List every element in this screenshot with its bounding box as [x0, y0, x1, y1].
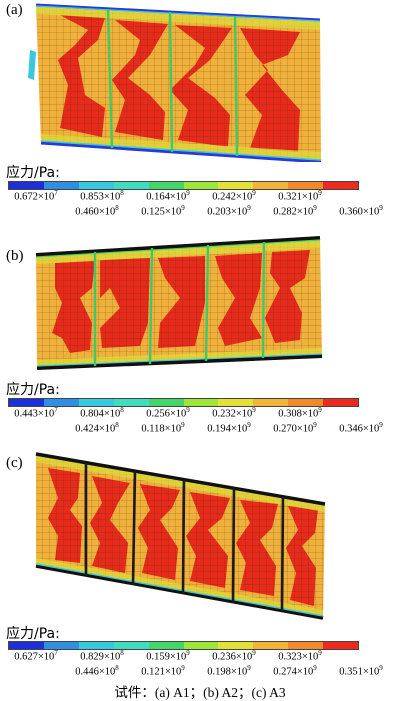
panel-a-label: (a): [6, 2, 23, 18]
colorbar-swatch: [253, 182, 289, 189]
colorbar-swatch: [288, 642, 324, 649]
colorbar-swatch: [323, 182, 359, 189]
colorbar-swatch: [288, 182, 324, 189]
colorbar-tick-label: 0.627×107: [14, 649, 58, 663]
ribs-c: [84, 463, 285, 612]
colorbar-tick-label: 0.460×108: [75, 204, 119, 218]
colorbar-swatch: [323, 642, 359, 649]
top-flange-c: [35, 452, 326, 506]
colorbar-tick-label: 0.360×109: [339, 204, 383, 218]
colorbar-swatch: [9, 642, 44, 649]
colorbar-tick-label: 0.282×109: [273, 204, 317, 218]
colorbar-swatch: [148, 182, 184, 189]
colorbar-tick-label: 0.446×108: [75, 664, 119, 678]
colorbar-title-c: 应力/Pa:: [6, 626, 60, 642]
colorbar-tick-label: 0.308×109: [278, 406, 322, 420]
colorbar-tick-label: 0.236×109: [212, 649, 256, 663]
panel-b-label: (b): [6, 248, 24, 264]
colorbar-swatch: [148, 642, 184, 649]
colorbar-tick-label: 0.274×109: [273, 664, 317, 678]
colorbar-swatch: [253, 399, 289, 406]
bottom-flange-a: [40, 141, 322, 162]
colorbar-swatch: [148, 399, 184, 406]
colorbar-swatch: [43, 642, 79, 649]
colorbar-swatch: [78, 642, 114, 649]
colorbar-tick-label: 0.125×109: [141, 204, 185, 218]
top-flange-a: [35, 3, 321, 22]
colorbar-tick-label: 0.270×109: [273, 421, 317, 435]
colorbar-tick-label: 0.164×109: [146, 189, 190, 203]
bottom-flange-c: [35, 564, 324, 620]
colorbar-b: [8, 398, 359, 407]
colorbar-swatch: [218, 642, 254, 649]
colorbar-swatch: [9, 182, 44, 189]
bottom-flange-b: [36, 354, 323, 370]
colorbar-tick-label: 0.256×109: [146, 406, 190, 420]
colorbar-swatch: [113, 642, 149, 649]
stress-contour-plot-c: [35, 452, 326, 620]
stress-contour-plot-a: [28, 3, 322, 162]
colorbar-swatch: [253, 642, 289, 649]
colorbar-swatch: [9, 399, 44, 406]
colorbar-tick-label: 0.424×108: [75, 421, 119, 435]
colorbar-tick-label: 0.203×109: [207, 204, 251, 218]
colorbar-swatch: [113, 182, 149, 189]
top-flange-b: [35, 236, 321, 257]
colorbar-tick-label: 0.829×108: [80, 649, 124, 663]
stress-contour-plot-b: [35, 236, 323, 370]
colorbar-swatch: [78, 399, 114, 406]
colorbar-title-b: 应力/Pa:: [6, 382, 60, 398]
colorbar-tick-label: 0.346×109: [339, 421, 383, 435]
colorbar-tick-label: 0.321×109: [278, 189, 322, 203]
colorbar-tick-label: 0.351×109: [339, 664, 383, 678]
colorbar-tick-label: 0.242×109: [212, 189, 256, 203]
colorbar-tick-label: 0.804×108: [80, 406, 124, 420]
colorbar-swatch: [43, 182, 79, 189]
colorbar-tick-label: 0.194×109: [207, 421, 251, 435]
colorbar-swatch: [288, 399, 324, 406]
colorbar-tick-label: 0.853×108: [80, 189, 124, 203]
colorbar-tick-label: 0.159×109: [146, 649, 190, 663]
colorbar-swatch: [183, 642, 219, 649]
colorbar-swatch: [183, 182, 219, 189]
colorbar-swatch: [113, 399, 149, 406]
colorbar-tick-label: 0.672×107: [14, 189, 58, 203]
colorbar-swatch: [43, 399, 79, 406]
ribs-b: [93, 241, 266, 366]
ribs-a: [106, 8, 239, 157]
colorbar-tick-label: 0.198×109: [207, 664, 251, 678]
colorbar-swatch: [183, 399, 219, 406]
colorbar-tick-label: 0.118×109: [141, 421, 185, 435]
colorbar-swatch: [218, 399, 254, 406]
colorbar-tick-label: 0.121×109: [141, 664, 185, 678]
colorbar-tick-label: 0.443×107: [14, 406, 58, 420]
figure-caption: 试件：(a) A1；(b) A2；(c) A3: [114, 685, 286, 700]
colorbar-a: [8, 181, 359, 190]
colorbar-tick-label: 0.232×109: [212, 406, 256, 420]
colorbar-tick-label: 0.323×109: [278, 649, 322, 663]
colorbar-title-a: 应力/Pa:: [6, 165, 60, 181]
colorbar-swatch: [323, 399, 359, 406]
colorbar-c: [8, 641, 359, 650]
colorbar-swatch: [218, 182, 254, 189]
colorbar-swatch: [78, 182, 114, 189]
panel-c-label: (c): [6, 455, 23, 471]
